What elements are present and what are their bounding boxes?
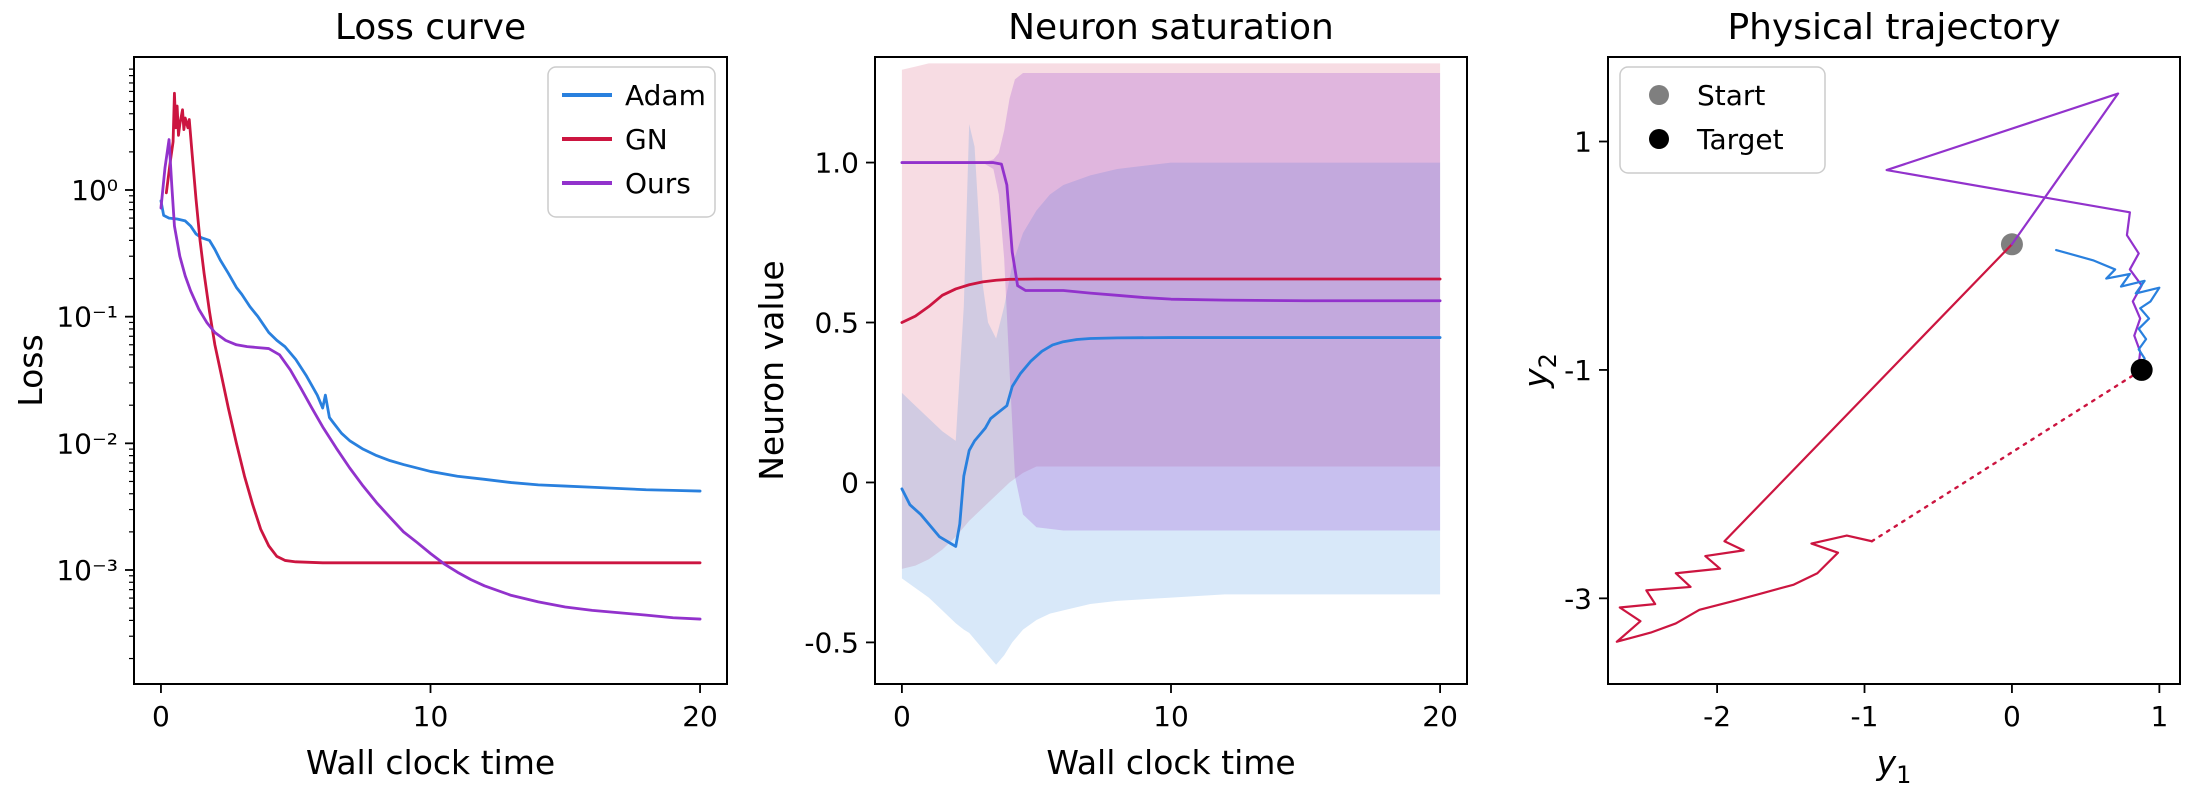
ours-loss-line [159,138,702,621]
ours-neuron-band [901,72,1441,531]
y-axis-label: y2 [1516,353,1562,389]
gn-loss-line [164,91,702,565]
neuron-saturation-chart: 0 10 20 -0.5 0 0.5 1.0 Neuron saturation Wall cl… [752,7,1468,782]
x-tick-label: 1 [2150,700,2168,733]
chart-title: Neuron saturation [1008,7,1334,48]
x-tick-label: -1 [1851,700,1879,733]
legend-label: Ours [625,167,691,200]
neuron-saturation-chart-plot-area [900,63,1442,665]
x-tick-label: 0 [2003,700,2021,733]
y-tick-label: -0.5 [804,626,859,659]
target-point [2130,358,2153,381]
adam-neuron-band [901,124,1441,665]
loss-curve-chart-plot-area [159,91,702,621]
x-tick-label: 20 [682,700,718,733]
x-tick-label: -2 [1703,700,1731,733]
legend-label: Target [1696,123,1784,156]
y-tick-label: 10⁻³ [56,554,118,587]
loss-curve-chart: 0 10 20 10⁰ 10⁻¹ 10⁻² 10⁻³ Loss curve Wall clock… [11,7,728,782]
gn-trajectory-final [1870,368,2143,543]
x-tick-label: 10 [413,700,449,733]
y-axis-label: Loss [11,334,50,406]
chart-title: Physical trajectory [1727,7,2060,48]
adam-trajectory [2055,248,2161,372]
y-tick-label: 1.0 [814,147,859,180]
legend-label: Start [1697,79,1765,112]
y-tick-label: 0 [841,466,859,499]
physical-trajectory-chart-plot-area [1615,92,2161,643]
y-tick-label: -3 [1564,582,1592,615]
ours-neuron-line [900,161,1442,303]
gn-neuron-band [901,63,1441,569]
legend-label: GN [625,123,668,156]
physical-trajectory-chart: -2 -1 0 1 -3 -1 1 Physical trajectory y1 y2 Start T… [1516,7,2181,789]
gn-trajectory [1615,243,2014,643]
x-tick-label: 10 [1153,700,1189,733]
x-tick-label: 20 [1422,700,1458,733]
chart-title: Loss curve [335,7,526,48]
x-tick-label: 0 [893,700,911,733]
y-tick-label: 0.5 [814,307,859,340]
y-tick-label: -1 [1564,354,1592,387]
x-tick-label: 0 [152,700,170,733]
legend-box [1619,66,1826,174]
x-axis-label: y1 [1876,743,1912,789]
y-tick-label: 1 [1574,126,1592,159]
legend-dot-sample [1649,129,1669,149]
y-tick-label: 10⁻² [56,427,118,460]
ours-trajectory [1885,92,2143,372]
adam-neuron-line [900,336,1442,548]
x-axis-label: Wall clock time [306,743,555,782]
legend-label: Adam [625,79,706,112]
y-tick-label: 10⁰ [71,174,118,207]
physical-trajectory-chart-legend: Start Target [1619,66,1826,174]
legend-box [547,66,716,218]
loss-curve-chart-legend: Adam GN Ours [547,66,716,218]
legend-dot-sample [1649,85,1669,105]
gn-neuron-line [900,277,1442,324]
y-tick-label: 10⁻¹ [56,301,118,334]
adam-loss-line [159,199,702,493]
x-axis-label: Wall clock time [1046,743,1295,782]
y-axis-label: Neuron value [752,260,791,480]
